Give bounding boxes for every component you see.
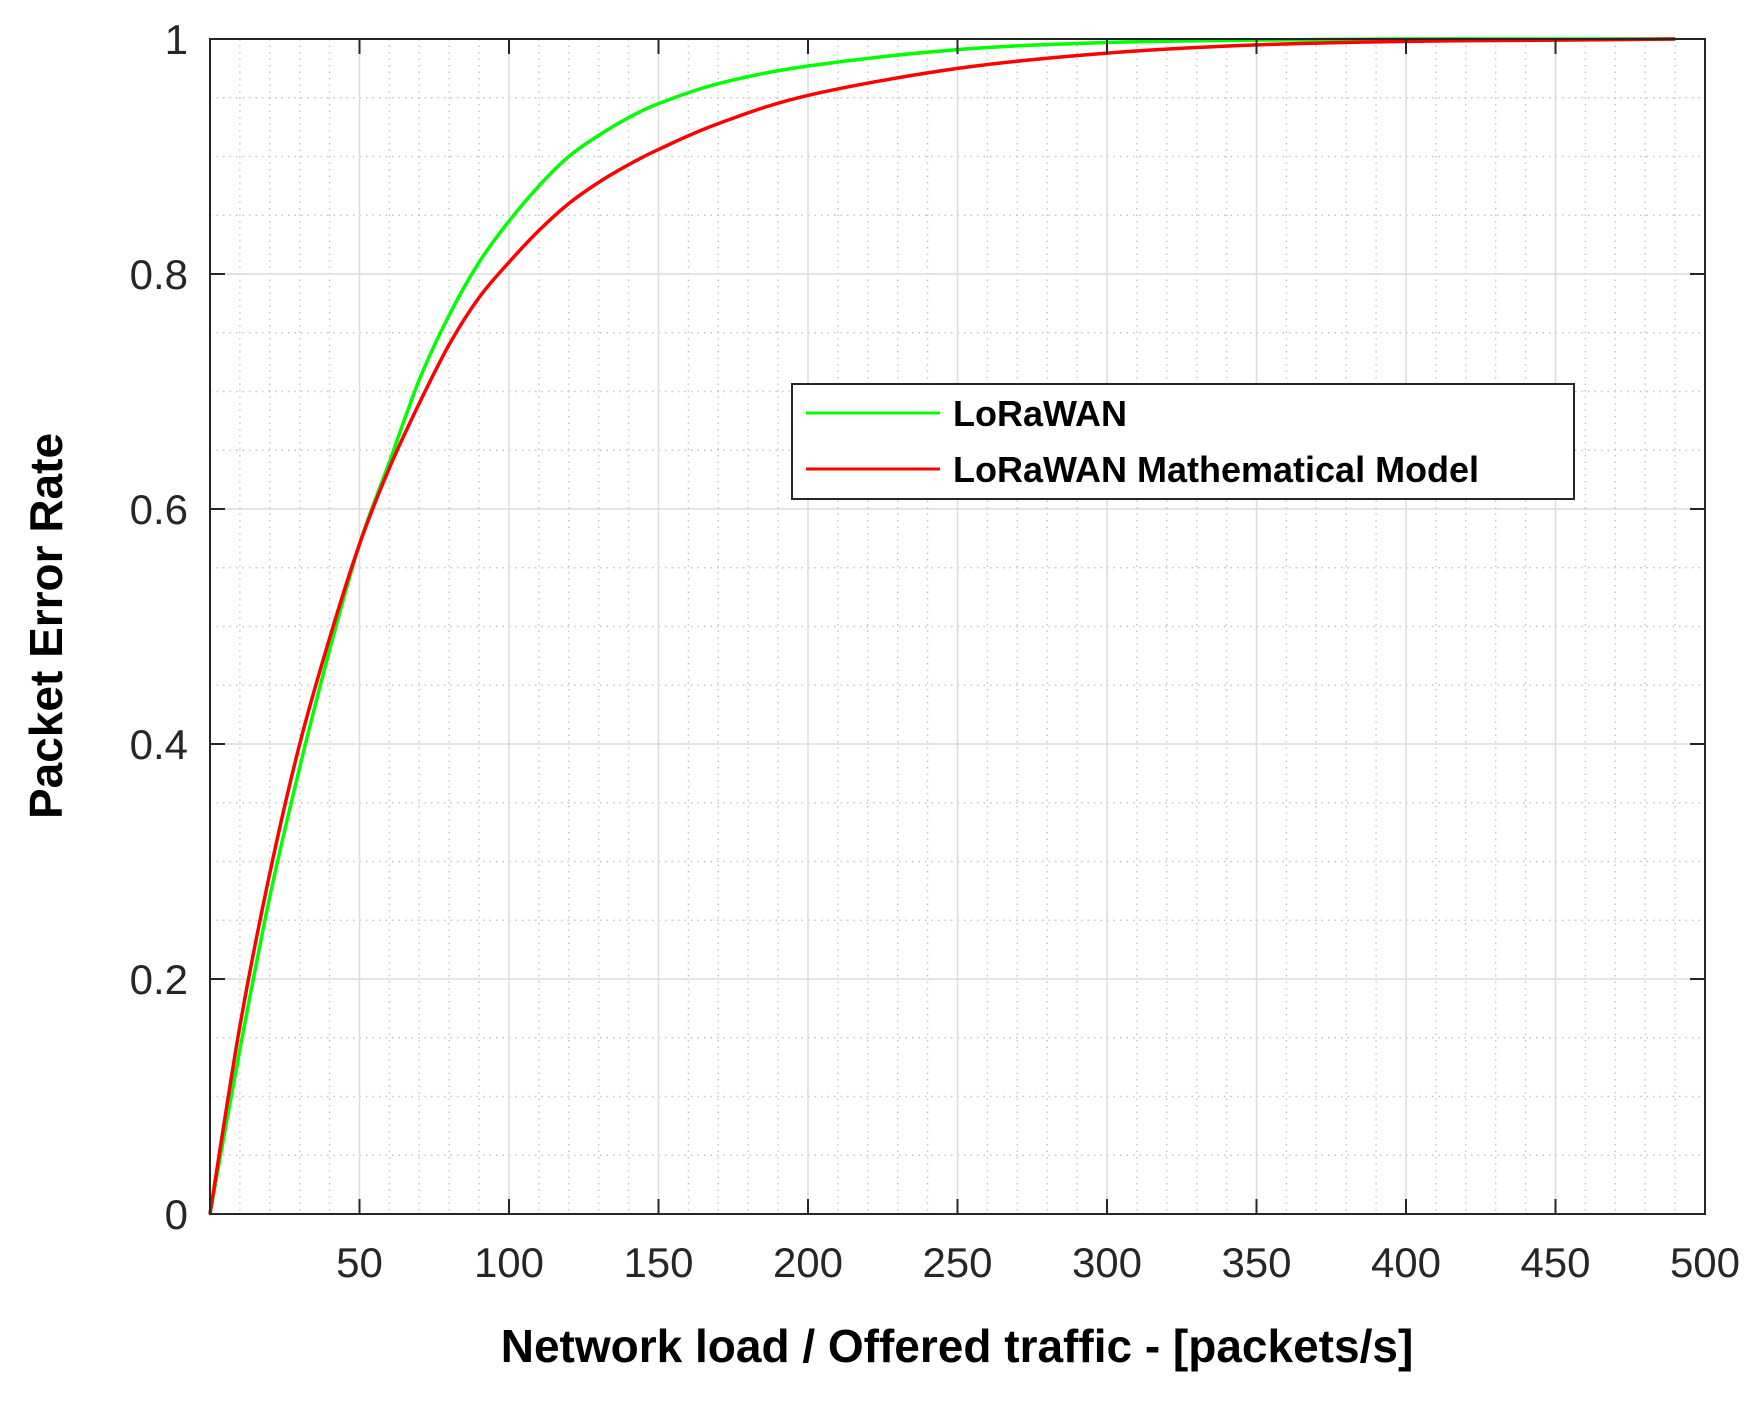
y-axis-label: Packet Error Rate: [20, 433, 72, 819]
x-tick-label: 500: [1670, 1239, 1740, 1286]
y-tick-label: 0.4: [130, 721, 188, 768]
y-tick-label: 0: [165, 1191, 188, 1238]
x-tick-label: 350: [1221, 1239, 1291, 1286]
y-tick-label: 0.8: [130, 251, 188, 298]
x-tick-label: 300: [1072, 1239, 1142, 1286]
x-tick-label: 200: [773, 1239, 843, 1286]
series-line-0: [208, 37, 1676, 1215]
y-tick-label: 0.6: [130, 486, 188, 533]
series-layer: [208, 37, 1676, 1215]
series-line-1: [208, 37, 1676, 1215]
x-tick-labels: 50 100 150 200 250 300 350 400 450 500: [336, 1239, 1740, 1286]
x-tick-label: 100: [474, 1239, 544, 1286]
y-tick-labels: 0 0.2 0.4 0.6 0.8 1: [130, 16, 188, 1238]
legend: LoRaWAN LoRaWAN Mathematical Model: [791, 383, 1575, 500]
legend-label-lorawan: LoRaWAN: [953, 393, 1127, 434]
x-axis-label: Network load / Offered traffic - [packet…: [501, 1320, 1414, 1372]
x-tick-label: 150: [623, 1239, 693, 1286]
ticks-layer: [210, 38, 1706, 1215]
legend-box: [791, 383, 1575, 500]
y-tick-label: 0.2: [130, 956, 188, 1003]
x-tick-label: 400: [1371, 1239, 1441, 1286]
legend-label-model: LoRaWAN Mathematical Model: [953, 449, 1479, 490]
y-tick-label: 1: [165, 16, 188, 63]
x-tick-label: 250: [922, 1239, 992, 1286]
x-tick-label: 450: [1520, 1239, 1590, 1286]
x-tick-label: 50: [336, 1239, 383, 1286]
